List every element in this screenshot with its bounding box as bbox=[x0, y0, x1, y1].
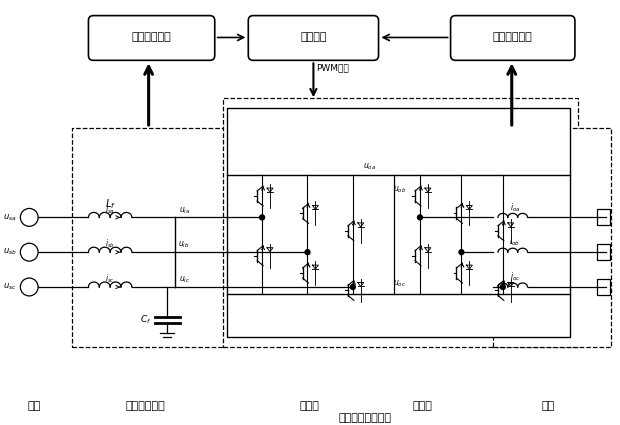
FancyBboxPatch shape bbox=[248, 16, 379, 60]
Bar bbox=[493, 128, 611, 347]
Circle shape bbox=[260, 215, 265, 220]
Text: 电源: 电源 bbox=[27, 401, 41, 411]
Bar bbox=[596, 279, 611, 295]
Text: 控制电路: 控制电路 bbox=[300, 32, 327, 42]
Text: $u_{ib}$: $u_{ib}$ bbox=[179, 240, 190, 250]
Text: PWM信号: PWM信号 bbox=[316, 64, 349, 73]
Text: $i_{oc}$: $i_{oc}$ bbox=[510, 271, 520, 283]
Circle shape bbox=[417, 215, 422, 220]
Text: $u_{oa}$: $u_{oa}$ bbox=[363, 162, 376, 172]
Text: $u_{oc}$: $u_{oc}$ bbox=[393, 279, 405, 289]
Bar bbox=[226, 108, 570, 337]
Circle shape bbox=[459, 250, 464, 255]
Bar bbox=[596, 210, 611, 225]
Bar bbox=[596, 244, 611, 260]
Text: 整流级: 整流级 bbox=[299, 401, 319, 411]
Text: $i_{sc}$: $i_{sc}$ bbox=[105, 273, 115, 285]
Text: $C_f$: $C_f$ bbox=[140, 314, 152, 326]
Text: $i_{oa}$: $i_{oa}$ bbox=[510, 201, 520, 214]
Text: 输入侧滤波器: 输入侧滤波器 bbox=[126, 401, 166, 411]
Text: $i_{sa}$: $i_{sa}$ bbox=[105, 203, 115, 216]
Text: $i_{ob}$: $i_{ob}$ bbox=[510, 236, 520, 249]
Text: $u_{ic}$: $u_{ic}$ bbox=[179, 275, 190, 285]
Circle shape bbox=[500, 284, 505, 289]
Text: $i_{sb}$: $i_{sb}$ bbox=[105, 238, 115, 250]
Text: 检测反馈电路: 检测反馈电路 bbox=[131, 32, 172, 42]
Text: 检测反馈电路: 检测反馈电路 bbox=[493, 32, 533, 42]
Text: 双级式矩阵变换器: 双级式矩阵变换器 bbox=[339, 413, 391, 423]
Text: $L_f$: $L_f$ bbox=[105, 198, 116, 211]
FancyBboxPatch shape bbox=[451, 16, 575, 60]
Text: $u_{sc}$: $u_{sc}$ bbox=[3, 282, 16, 292]
Bar bbox=[223, 98, 578, 347]
Bar bbox=[72, 128, 224, 347]
Text: $u_{sb}$: $u_{sb}$ bbox=[2, 247, 16, 258]
Circle shape bbox=[305, 250, 310, 255]
Circle shape bbox=[350, 284, 355, 289]
Text: $u_{ob}$: $u_{ob}$ bbox=[392, 184, 406, 195]
Text: 负载: 负载 bbox=[542, 401, 555, 411]
FancyBboxPatch shape bbox=[89, 16, 215, 60]
Text: 逆变级: 逆变级 bbox=[412, 401, 432, 411]
Text: $u_{ia}$: $u_{ia}$ bbox=[179, 205, 190, 215]
Text: $u_{sa}$: $u_{sa}$ bbox=[3, 212, 16, 223]
